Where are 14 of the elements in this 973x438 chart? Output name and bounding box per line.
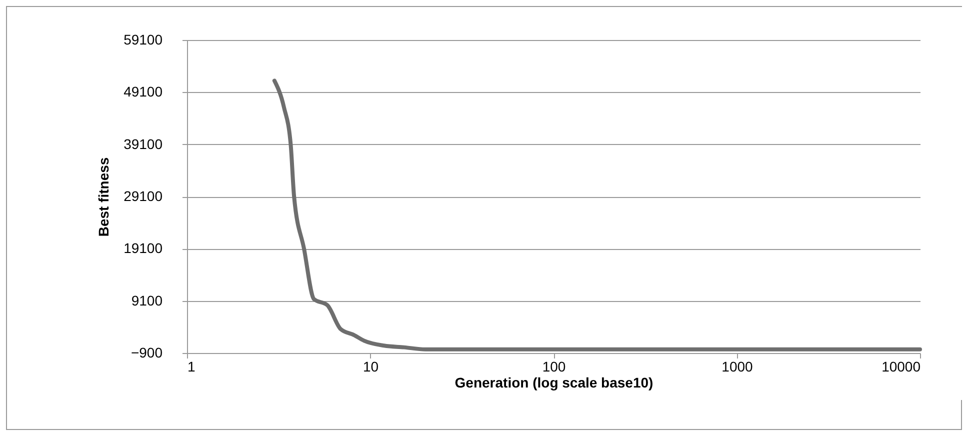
y-tick-label: 59100 bbox=[124, 32, 163, 48]
x-tick-label: 1 bbox=[188, 358, 196, 374]
x-tick-label: 10 bbox=[362, 358, 379, 374]
y-tick-label: 39100 bbox=[124, 136, 163, 152]
y-tick-label: 29100 bbox=[124, 188, 163, 204]
y-tick-label: 49100 bbox=[124, 84, 163, 100]
y-axis-title: Best fitness bbox=[96, 157, 112, 237]
y-tick-label: −900 bbox=[130, 344, 163, 360]
x-tick-label: 10000 bbox=[882, 358, 921, 374]
y-tick-label: 9100 bbox=[131, 292, 163, 308]
x-tick-label: 100 bbox=[542, 358, 566, 374]
x-tick-label: 1000 bbox=[722, 358, 754, 374]
y-tick-label: 19100 bbox=[124, 240, 163, 256]
x-axis-title: Generation (log scale base10) bbox=[454, 374, 654, 390]
